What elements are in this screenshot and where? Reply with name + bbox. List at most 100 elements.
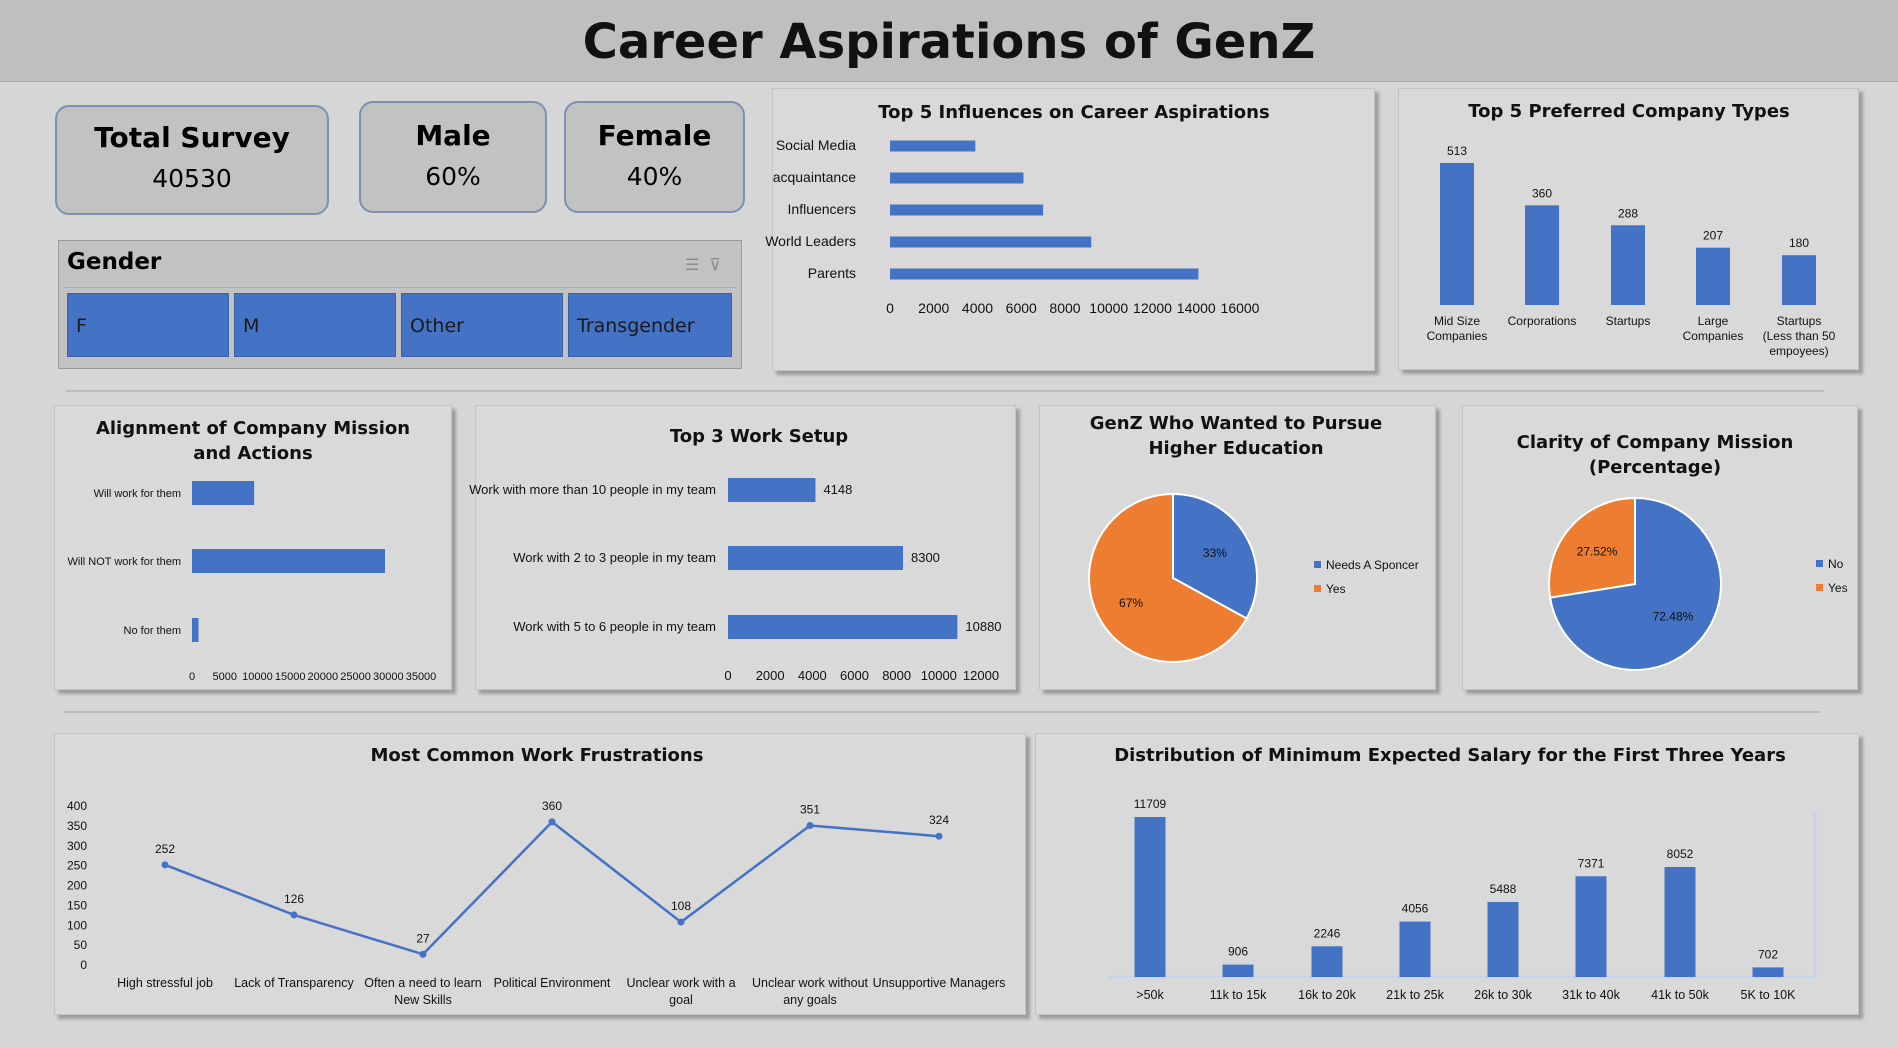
company-type-bar xyxy=(1696,247,1730,305)
influences-bar xyxy=(890,268,1199,280)
salary-data-label: 7371 xyxy=(1578,856,1605,870)
clarity-slice xyxy=(1548,496,1636,599)
higher-ed-legend-swatch xyxy=(1314,585,1321,592)
work-setup-bar xyxy=(728,615,958,639)
alignment-x-tick: 0 xyxy=(189,671,195,683)
frustrations-data-label: 108 xyxy=(671,899,691,913)
gender-slicer[interactable]: Gender ☰⊽ F M Other Transgender xyxy=(58,240,742,369)
influences-title: Top 5 Influences on Career Aspirations xyxy=(878,102,1269,123)
clarity-title-line1: Clarity of Company Mission xyxy=(1517,432,1794,453)
frustrations-point xyxy=(548,818,556,826)
dashboard-title: Career Aspirations of GenZ xyxy=(582,14,1316,70)
higher-ed-title-line1: GenZ Who Wanted to Pursue xyxy=(1090,413,1382,434)
work-setup-data-label: 4148 xyxy=(823,482,852,497)
mission-alignment-chart: Alignment of Company Mission and Actions… xyxy=(68,418,437,683)
mission-clarity-chart: Clarity of Company Mission (Percentage) … xyxy=(1517,432,1848,671)
company-type-bar xyxy=(1611,225,1645,305)
work-setup-x-tick: 4000 xyxy=(798,668,827,683)
influences-bar xyxy=(890,140,976,152)
salary-bar xyxy=(1487,902,1519,977)
frustrations-category-label: Often a need to learn New Skills xyxy=(364,976,481,1007)
company-type-category-label: Startups (Less than 50 empoyees) xyxy=(1763,314,1836,358)
frustrations-category-label: Lack of Transparency xyxy=(234,976,354,990)
slicer-option-other[interactable]: Other xyxy=(401,293,563,357)
panel-influences: Top 5 Influences on Career Aspirations S… xyxy=(765,88,1375,371)
alignment-category-label: Will NOT work for them xyxy=(68,556,181,568)
panel-mission-clarity: Clarity of Company Mission (Percentage) … xyxy=(1462,405,1858,690)
section-divider-1 xyxy=(66,390,1824,392)
salary-data-label: 702 xyxy=(1758,947,1778,961)
clarity-legend-swatch xyxy=(1816,560,1823,567)
frustrations-data-label: 360 xyxy=(542,799,562,813)
salary-bar xyxy=(1752,967,1784,977)
clarity-legend-swatch xyxy=(1816,584,1823,591)
higher-ed-legend-label: Yes xyxy=(1326,582,1346,596)
frustrations-data-label: 324 xyxy=(929,813,949,827)
alignment-x-tick: 5000 xyxy=(212,671,236,683)
company-type-category-label: Large Companies xyxy=(1683,314,1744,343)
slicer-tools: ☰⊽ xyxy=(685,255,731,275)
slicer-option-transgender[interactable]: Transgender xyxy=(568,293,732,357)
influences-category-label: Influencers xyxy=(788,201,856,217)
alignment-x-tick: 25000 xyxy=(340,671,371,683)
work-setup-x-tick: 12000 xyxy=(963,668,999,683)
alignment-category-label: No for them xyxy=(124,625,181,637)
clarity-legend-label: No xyxy=(1828,557,1844,571)
influences-x-tick: 6000 xyxy=(1006,300,1037,316)
influences-bar xyxy=(890,236,1092,248)
influences-category-label: acquaintance xyxy=(773,169,857,185)
kpi-total-survey: Total Survey 40530 xyxy=(55,105,329,215)
frustrations-category-label: Political Environment xyxy=(494,976,611,990)
influences-x-tick: 14000 xyxy=(1177,300,1216,316)
work-setup-chart: Top 3 Work Setup Work with more than 10 … xyxy=(469,426,1001,683)
kpi-male-label: Male xyxy=(415,119,491,152)
salary-category-label: 31k to 40k xyxy=(1562,988,1620,1002)
frustrations-y-tick: 300 xyxy=(67,839,87,853)
slicer-option-m[interactable]: M xyxy=(234,293,396,357)
work-setup-bar xyxy=(728,478,816,502)
company-type-category-label: Mid Size Companies xyxy=(1427,314,1488,343)
salary-category-label: 11k to 15k xyxy=(1210,988,1268,1002)
salary-chart: Distribution of Minimum Expected Salary … xyxy=(1108,745,1817,1002)
company-type-data-label: 360 xyxy=(1532,186,1552,200)
company-type-data-label: 207 xyxy=(1703,229,1723,243)
clear-filter-icon[interactable]: ⊽ xyxy=(709,257,731,274)
frustrations-point xyxy=(290,911,298,919)
influences-bar xyxy=(890,172,1024,184)
salary-bar xyxy=(1222,964,1254,977)
frustrations-point xyxy=(161,861,169,869)
frustrations-point xyxy=(806,821,814,829)
work-setup-data-label: 8300 xyxy=(911,550,940,565)
work-setup-x-tick: 0 xyxy=(724,668,731,683)
clarity-value-label: 72.48% xyxy=(1653,609,1694,623)
salary-data-label: 5488 xyxy=(1490,882,1517,896)
frustrations-data-label: 351 xyxy=(800,802,820,816)
alignment-bar xyxy=(192,481,255,505)
kpi-female-label: Female xyxy=(597,119,712,152)
work-setup-category-label: Work with 5 to 6 people in my team xyxy=(513,619,716,634)
work-setup-category-label: Work with more than 10 people in my team xyxy=(469,482,716,497)
multi-select-icon[interactable]: ☰ xyxy=(684,257,710,274)
kpi-male-value: 60% xyxy=(425,162,481,191)
company-type-data-label: 513 xyxy=(1447,144,1467,158)
company-types-title: Top 5 Preferred Company Types xyxy=(1468,101,1790,122)
influences-x-tick: 4000 xyxy=(962,300,993,316)
company-type-data-label: 180 xyxy=(1789,236,1809,250)
frustrations-data-label: 126 xyxy=(284,892,304,906)
frustrations-y-tick: 350 xyxy=(67,819,87,833)
higher-ed-legend-label: Needs A Sponcer xyxy=(1326,558,1419,572)
frustrations-y-tick: 100 xyxy=(67,918,87,932)
higher-education-chart: GenZ Who Wanted to Pursue Higher Educati… xyxy=(1088,413,1419,663)
slicer-divider xyxy=(65,287,735,288)
salary-data-label: 11709 xyxy=(1134,797,1167,811)
salary-category-label: 41k to 50k xyxy=(1651,988,1709,1002)
slicer-option-f[interactable]: F xyxy=(67,293,229,357)
kpi-female-value: 40% xyxy=(626,162,683,191)
salary-category-label: >50k xyxy=(1136,988,1164,1002)
panel-salary: Distribution of Minimum Expected Salary … xyxy=(1035,733,1859,1015)
alignment-x-tick: 20000 xyxy=(308,671,339,683)
higher-ed-slice xyxy=(1172,492,1258,620)
company-type-data-label: 288 xyxy=(1618,206,1638,220)
kpi-female: Female 40% xyxy=(564,101,745,213)
alignment-bar xyxy=(192,549,386,573)
